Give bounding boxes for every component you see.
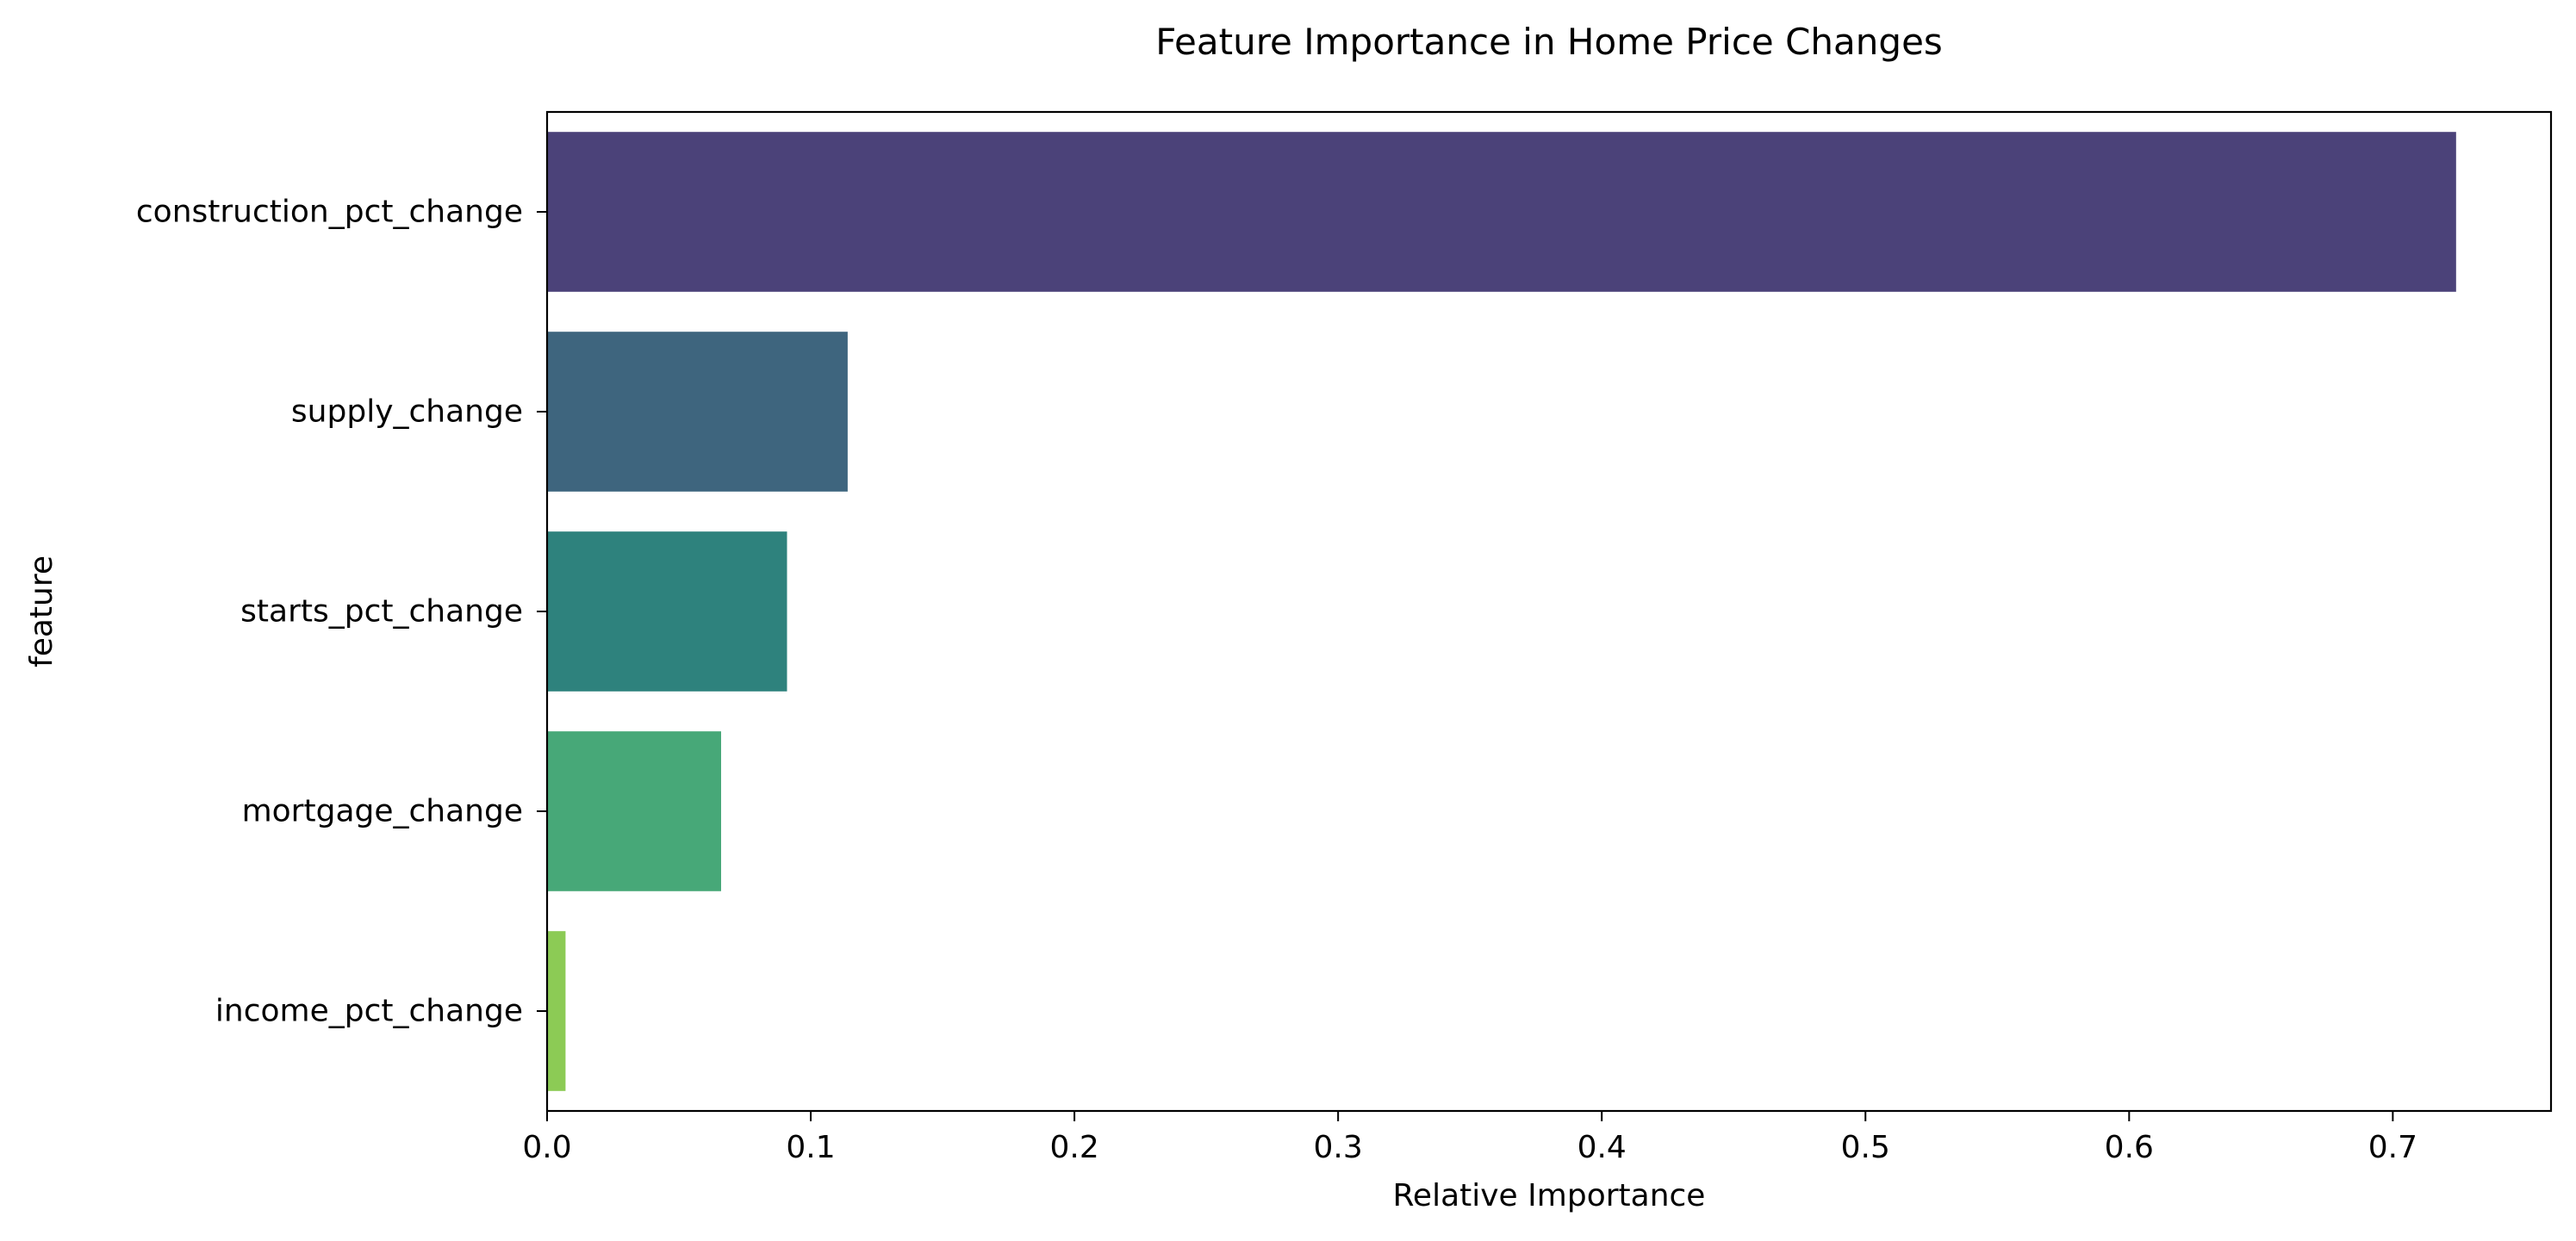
bar-mortgage_change bbox=[547, 731, 721, 891]
chart-title: Feature Importance in Home Price Changes bbox=[1155, 21, 1943, 63]
x-tick-label: 0.7 bbox=[2368, 1130, 2417, 1165]
y-tick-label: supply_change bbox=[291, 394, 523, 430]
bar-income_pct_change bbox=[547, 931, 566, 1091]
y-tick-label: income_pct_change bbox=[215, 994, 523, 1029]
x-tick-label: 0.1 bbox=[786, 1130, 835, 1165]
y-tick-label: mortgage_change bbox=[242, 794, 523, 829]
y-axis-ticks: construction_pct_change supply_changestar… bbox=[136, 195, 547, 1029]
bar-starts_pct_change bbox=[547, 531, 787, 692]
x-axis-label: Relative Importance bbox=[1393, 1178, 1706, 1213]
plot-frame bbox=[545, 110, 2553, 1113]
x-tick-label: 0.3 bbox=[1314, 1130, 1363, 1165]
x-tick-label: 0.2 bbox=[1049, 1130, 1098, 1165]
x-tick-label: 0.4 bbox=[1577, 1130, 1627, 1165]
bar-construction_pct_change bbox=[547, 132, 2456, 292]
y-axis-label: feature bbox=[24, 555, 59, 667]
bar-group bbox=[547, 132, 2456, 1091]
x-tick-label: 0.0 bbox=[522, 1130, 571, 1165]
x-tick-label: 0.5 bbox=[1841, 1130, 1890, 1165]
y-tick-label: starts_pct_change bbox=[240, 594, 523, 630]
y-tick-label: construction_pct_change bbox=[136, 195, 523, 230]
x-axis-ticks: 0.0 0.1 0.2 0.3 0.4 0.5 0.6 0.7 bbox=[522, 1111, 2417, 1165]
x-tick-label: 0.6 bbox=[2105, 1130, 2154, 1165]
bar-supply_change bbox=[547, 332, 848, 492]
